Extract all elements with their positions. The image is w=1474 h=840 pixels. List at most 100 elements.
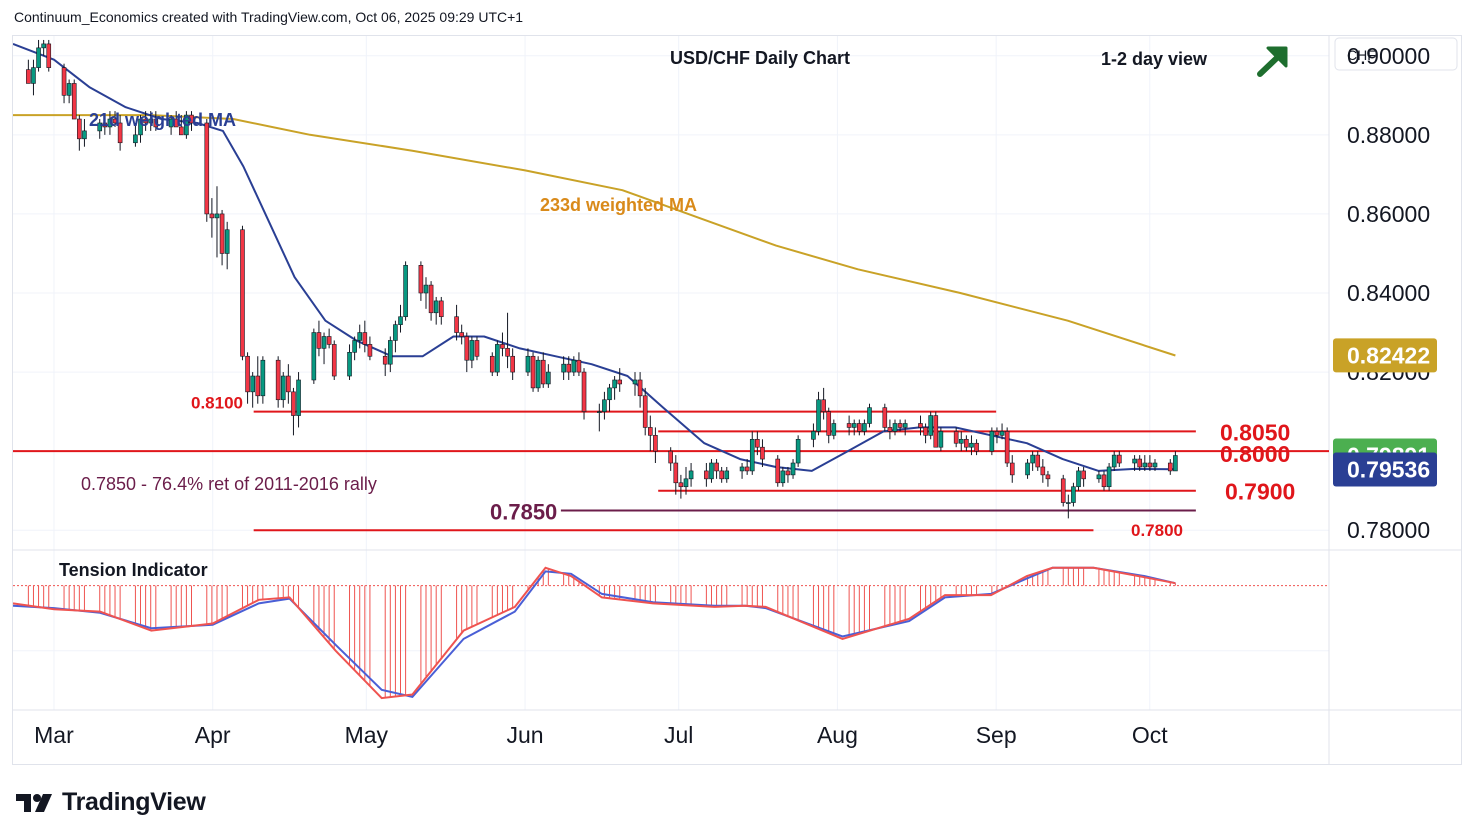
candle-body-100 [739, 466, 745, 472]
candle-body-158 [1147, 462, 1153, 468]
candle-body-137 [999, 431, 1005, 436]
currency-label: CHF [1347, 47, 1376, 63]
candle-body-161 [1173, 455, 1178, 472]
candle-body-128 [933, 415, 939, 448]
candle-body-124 [902, 423, 908, 428]
candle-body-55 [418, 265, 424, 294]
candle-body-11 [102, 122, 108, 128]
candle-body-91 [673, 462, 679, 484]
candle-body-96 [709, 462, 714, 480]
candle-body-94 [688, 470, 694, 480]
candle-body-10 [97, 122, 103, 132]
x-tick-Mar: Mar [34, 722, 74, 748]
candle-body-132 [964, 438, 969, 448]
candle-body-80 [597, 411, 602, 413]
view-label: 1-2 day view [1101, 49, 1208, 69]
candle-body-130 [953, 431, 959, 444]
x-tick-Jul: Jul [664, 722, 693, 748]
chart-header: Continuum_Economics created with Trading… [14, 9, 524, 25]
price-tag-bg-2 [1333, 452, 1437, 487]
candle-body-105 [775, 458, 781, 484]
candle-body-2 [36, 47, 41, 68]
y-tick-0.86000: 0.86000 [1347, 201, 1430, 227]
level-label-0.7800: 0.7800 [1131, 521, 1183, 540]
candle-body-76 [566, 363, 572, 373]
candle-body-147 [1071, 486, 1076, 503]
candle-body-118 [862, 423, 867, 432]
price-tag-bg-0 [1333, 338, 1437, 373]
candle-body-142 [1035, 454, 1041, 468]
x-tick-Apr: Apr [195, 722, 231, 748]
candle-body-0 [26, 69, 31, 84]
candle-body-28 [219, 213, 225, 254]
chart-frame: 0.8100 0.8050 0.8000 0.7900 0.7850 0.7800 21d … [12, 35, 1462, 765]
candle-body-67 [500, 344, 505, 349]
candle-body-98 [719, 470, 724, 480]
tradingview-brand: TradingView [62, 788, 206, 816]
candle-body-7 [71, 83, 77, 120]
tension-label: Tension Indicator [59, 560, 208, 580]
candle-body-114 [831, 423, 837, 436]
up-arrow-icon [1257, 46, 1288, 77]
candle-body-62 [464, 336, 470, 361]
candle-body-42 [321, 336, 327, 349]
tension-slow-line [13, 566, 1176, 699]
candle-body-21 [173, 118, 179, 128]
candle-body-117 [857, 423, 862, 432]
candle-body-139 [1009, 462, 1015, 476]
candle-body-104 [760, 446, 765, 460]
currency-box [1334, 37, 1458, 71]
ma21-label: 21d weighted MA [89, 110, 236, 130]
candle-body-109 [795, 438, 801, 464]
candle-body-106 [780, 470, 786, 484]
ma233-label: 233d weighted MA [540, 195, 697, 215]
x-tick-Sep: Sep [976, 722, 1017, 748]
candle-body-19 [153, 118, 159, 128]
candle-body-88 [648, 427, 653, 436]
candle-body-78 [576, 359, 582, 373]
ma233-line [13, 114, 1176, 357]
candle-body-48 [362, 332, 368, 345]
candle-body-111 [816, 399, 821, 432]
candle-body-103 [755, 438, 760, 448]
candle-body-31 [245, 355, 250, 393]
candle-body-157 [1142, 462, 1148, 468]
candle-body-113 [826, 411, 832, 436]
candle-body-8 [77, 118, 82, 140]
candle-body-58 [433, 300, 439, 314]
candle-body-159 [1152, 462, 1158, 468]
candle-body-20 [168, 118, 174, 128]
candle-body-156 [1137, 458, 1142, 468]
candle-body-51 [388, 340, 393, 365]
candle-body-6 [66, 83, 72, 96]
candle-body-47 [357, 332, 363, 341]
candle-body-149 [1081, 470, 1086, 480]
candle-body-23 [184, 114, 189, 136]
candle-body-65 [489, 355, 495, 373]
candle-body-107 [785, 470, 791, 476]
x-tick-Oct: Oct [1132, 722, 1168, 748]
candle-body-131 [958, 438, 964, 444]
level-label-0.8050: 0.8050 [1220, 419, 1290, 445]
candle-body-126 [923, 427, 928, 436]
level-label-0.7900: 0.7900 [1225, 479, 1295, 505]
candle-body-155 [1132, 458, 1137, 464]
candle-body-84 [617, 379, 623, 385]
candle-body-160 [1167, 462, 1173, 472]
candle-body-135 [989, 431, 995, 452]
candle-body-151 [1101, 474, 1107, 488]
candle-body-39 [296, 379, 301, 416]
candle-body-153 [1111, 454, 1117, 468]
candle-body-34 [260, 359, 266, 397]
level-label-0.8000: 0.8000 [1220, 441, 1290, 467]
candle-body-115 [846, 423, 852, 428]
candle-body-136 [994, 431, 1000, 436]
candle-body-14 [117, 122, 123, 144]
candle-body-95 [704, 470, 709, 480]
candle-body-85 [632, 379, 638, 385]
candle-body-154 [1117, 454, 1122, 464]
candle-body-45 [347, 352, 352, 377]
candle-body-50 [382, 355, 388, 365]
tradingview-logo[interactable]: TradingView [16, 788, 206, 817]
candle-body-82 [607, 387, 612, 401]
